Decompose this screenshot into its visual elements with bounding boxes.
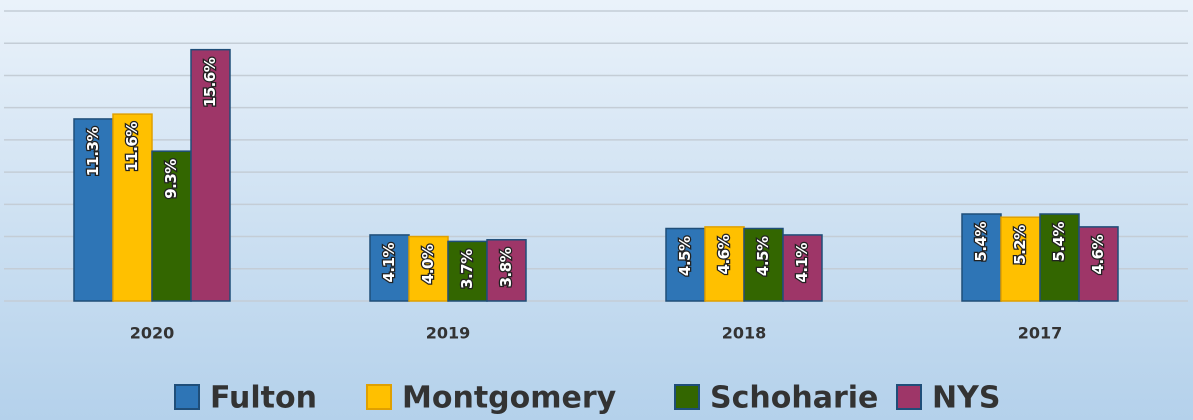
bar: [369, 234, 410, 302]
bar: [112, 113, 153, 302]
data-label: 15.6%: [201, 57, 219, 107]
bar: [665, 227, 706, 302]
data-label: 3.7%: [458, 249, 476, 289]
data-label: 11.6%: [123, 122, 141, 172]
legend-swatch: [174, 384, 200, 410]
data-label: 4.6%: [715, 234, 733, 274]
bar: [408, 235, 449, 302]
bar: [190, 48, 231, 302]
legend-label: Montgomery: [402, 381, 617, 416]
x-tick-label: 2019: [426, 324, 471, 343]
bar: [1000, 216, 1041, 302]
data-label: 5.4%: [972, 222, 990, 262]
bar: [151, 150, 192, 302]
data-label: 5.2%: [1011, 225, 1029, 265]
legend-swatch: [366, 384, 392, 410]
bar: [1039, 213, 1080, 302]
data-label: 4.0%: [419, 244, 437, 284]
data-label: 5.4%: [1050, 222, 1068, 262]
x-tick-label: 2020: [130, 324, 175, 343]
bar: [782, 234, 823, 302]
data-label: 3.8%: [497, 247, 515, 287]
data-label: 9.3%: [162, 159, 180, 199]
x-tick-label: 2018: [722, 324, 767, 343]
bar: [486, 239, 527, 302]
data-label: 4.5%: [754, 236, 772, 276]
bar: [704, 226, 745, 302]
data-label: 4.5%: [676, 236, 694, 276]
legend-label: Schoharie: [710, 381, 878, 416]
data-label: 4.6%: [1089, 234, 1107, 274]
bar: [1078, 226, 1119, 302]
x-tick-label: 2017: [1018, 324, 1063, 343]
legend-swatch: [896, 384, 922, 410]
legend-label: NYS: [932, 381, 1000, 416]
bar: [743, 227, 784, 302]
data-label: 11.3%: [84, 126, 102, 176]
data-label: 4.1%: [380, 242, 398, 282]
bar: [961, 213, 1002, 302]
legend-label: Fulton: [210, 381, 317, 416]
data-label: 4.1%: [793, 242, 811, 282]
legend-swatch: [674, 384, 700, 410]
bar: [447, 240, 488, 302]
